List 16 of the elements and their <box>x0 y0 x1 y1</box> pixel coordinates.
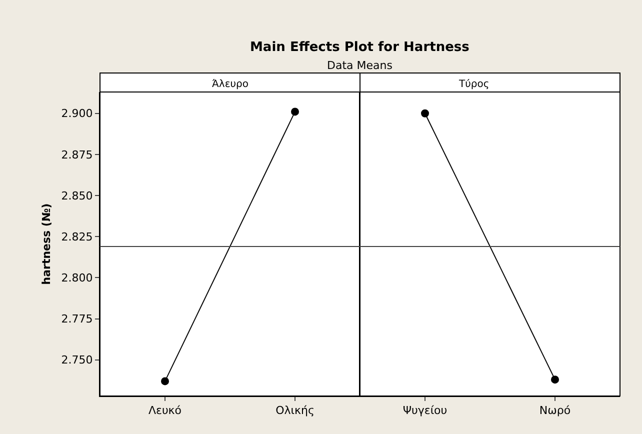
text: Data Means <box>327 59 393 72</box>
y-tick-label: 2.775 <box>61 312 93 326</box>
chart-title: Άλευρο <box>212 79 248 90</box>
y-tick-label: 2.875 <box>61 148 93 162</box>
y-tick-label: 2.800 <box>61 272 93 285</box>
x-tick-label: Λευκό <box>148 404 182 418</box>
chart-title: Τύρος <box>458 79 490 90</box>
y-axis-title: hartness (№) <box>40 203 53 285</box>
text: Main Effects Plot for Hartness <box>250 40 470 55</box>
y-tick-label: 2.825 <box>61 230 93 244</box>
y-tick-label: 2.900 <box>61 107 93 120</box>
x-tick-label: Νωρό <box>539 404 571 418</box>
y-tick-label: 2.750 <box>61 354 93 367</box>
x-tick-label: Ψυγείου <box>402 404 448 418</box>
x-tick-label: Ολικής <box>276 404 314 418</box>
y-tick-label: 2.850 <box>61 189 93 202</box>
